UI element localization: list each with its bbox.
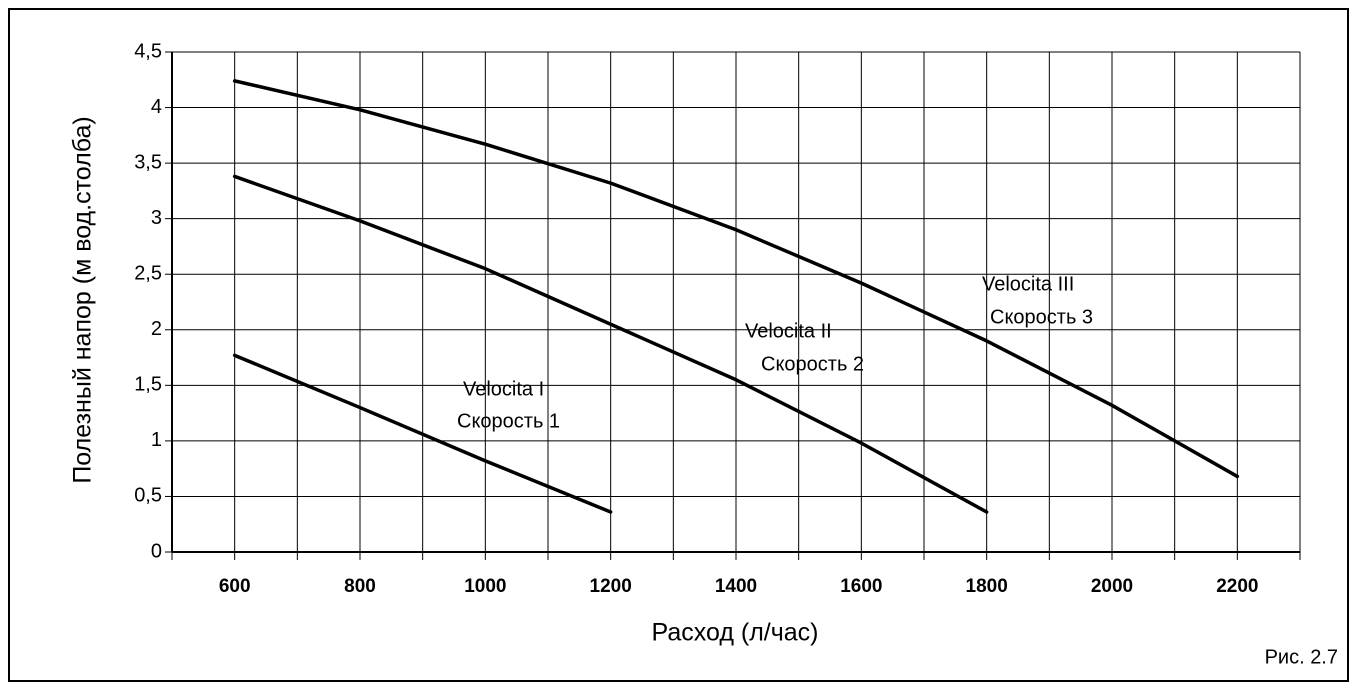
y-tick-label: 1 (151, 429, 162, 451)
y-tick-label: 1,5 (134, 374, 162, 396)
y-tick-label: 3,5 (134, 151, 162, 173)
x-tick-label: 1800 (966, 576, 1008, 597)
curve (232, 353, 613, 514)
x-tick-label: 1200 (590, 576, 632, 597)
curve (232, 174, 989, 514)
x-tick-label: 2200 (1216, 576, 1258, 597)
x-tick-label: 1400 (715, 576, 757, 597)
annotation: Velocita I (463, 378, 544, 400)
x-tick-label: 1000 (464, 576, 506, 597)
x-tick-label: 1600 (840, 576, 882, 597)
y-tick-label: 3 (151, 207, 162, 229)
curve (232, 79, 1240, 479)
x-tick-label: 2000 (1091, 576, 1133, 597)
y-tick-label: 4,5 (134, 40, 162, 62)
y-tick-label: 4 (151, 96, 162, 118)
annotation: Скорость 3 (990, 306, 1093, 328)
y-axis-title: Полезный напор (м вод.столба) (69, 116, 97, 483)
y-tick-label: 2 (151, 318, 162, 340)
x-axis-title: Расход (л/час) (652, 619, 819, 647)
annotation: Velocita III (982, 273, 1074, 295)
annotation: Скорость 1 (457, 410, 560, 432)
y-tick-label: 0 (151, 540, 162, 562)
x-tick-label: 800 (344, 576, 376, 597)
annotation: Скорость 2 (761, 353, 864, 375)
x-tick-label: 600 (219, 576, 251, 597)
y-tick-label: 2,5 (134, 263, 162, 285)
caption: Рис. 2.7 (1265, 646, 1338, 668)
frame (8, 8, 1349, 682)
annotation: Velocita II (745, 320, 832, 342)
y-tick-label: 0,5 (134, 485, 162, 507)
